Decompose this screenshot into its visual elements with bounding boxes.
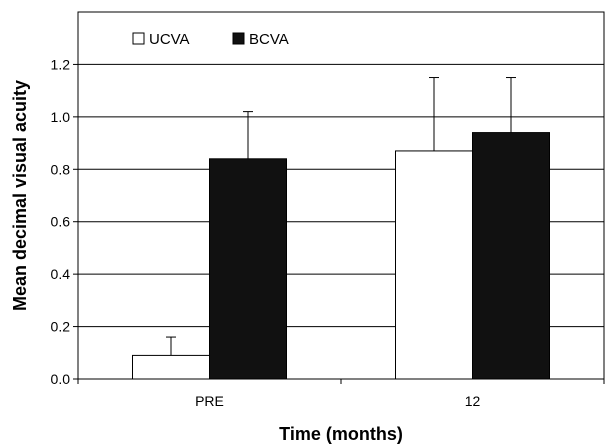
x-axis-title: Time (months) <box>279 424 403 444</box>
bar-ucva-pre <box>132 354 210 380</box>
y-tick-label: 1.0 <box>51 109 71 125</box>
x-axis-ticks: PRE 12 <box>77 379 605 409</box>
bar-bcva-12 <box>472 132 550 380</box>
y-axis-title: Mean decimal visual acuity <box>10 80 30 311</box>
y-tick-label: 0.0 <box>51 371 71 387</box>
x-tick-label: 12 <box>465 393 481 409</box>
error-bars <box>166 77 516 356</box>
bar-bcva-pre <box>209 158 287 380</box>
bar-ucva-12 <box>395 150 473 380</box>
y-axis-ticks: 0.0 0.2 0.4 0.6 0.8 1.0 1.2 <box>51 56 78 387</box>
y-tick-label: 0.8 <box>51 161 71 177</box>
y-tick-label: 1.2 <box>51 56 71 72</box>
legend-label-bcva: BCVA <box>249 31 289 48</box>
y-tick-label: 0.2 <box>51 319 71 335</box>
x-tick-label: PRE <box>195 393 224 409</box>
legend-label-ucva: UCVA <box>149 31 190 48</box>
legend-swatch-ucva <box>132 32 145 45</box>
legend-swatch-bcva <box>232 32 245 45</box>
y-tick-label: 0.6 <box>51 214 71 230</box>
y-tick-label: 0.4 <box>51 266 71 282</box>
legend: UCVA BCVA <box>132 31 289 48</box>
bars <box>132 132 550 380</box>
